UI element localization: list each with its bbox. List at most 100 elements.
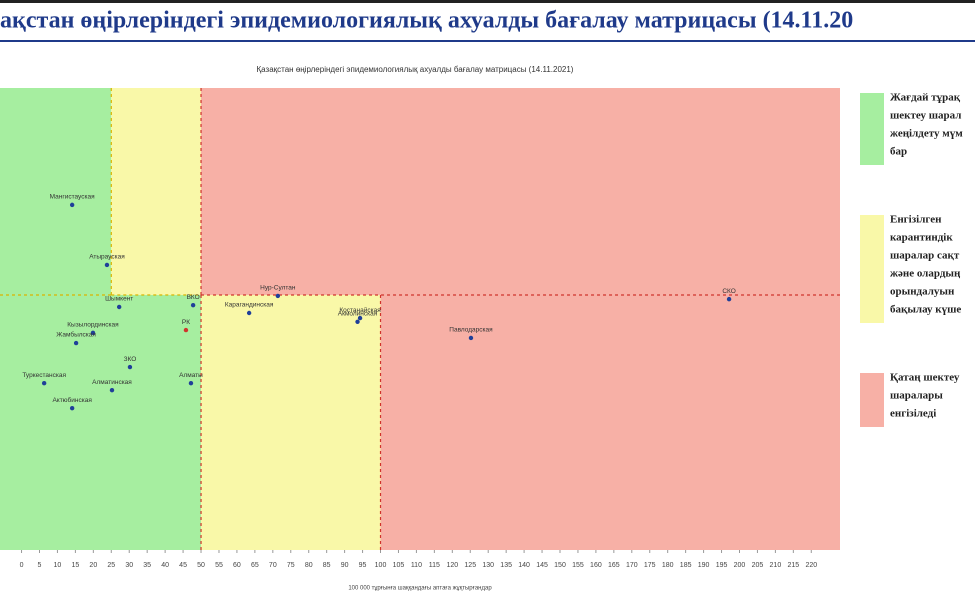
point-label: Кызылординская <box>67 322 119 329</box>
x-tick-label: 205 <box>752 562 764 569</box>
point-label: Алматы <box>179 372 203 379</box>
x-tick-label: 25 <box>107 562 115 569</box>
x-tick-label: 45 <box>179 562 187 569</box>
x-tick-label: 200 <box>734 562 746 569</box>
x-tick-label: 40 <box>161 562 169 569</box>
x-tick-label: 55 <box>215 562 223 569</box>
point-label: Шымкент <box>105 296 133 303</box>
point <box>275 293 281 299</box>
x-tick-label: 35 <box>143 562 151 569</box>
legend-text: бар <box>890 146 907 158</box>
point <box>190 302 196 308</box>
x-tick-label: 185 <box>680 562 692 569</box>
legend-text: шаралары <box>890 390 943 402</box>
x-tick-label: 145 <box>536 562 548 569</box>
legend-text: Жағдай тұрақ <box>890 92 961 104</box>
x-tick-label: 15 <box>71 562 79 569</box>
x-tick-label: 90 <box>341 562 349 569</box>
x-tick-label: 155 <box>572 562 584 569</box>
point <box>69 405 75 411</box>
point <box>109 387 115 393</box>
x-tick-label: 215 <box>787 562 799 569</box>
x-tick-label: 20 <box>89 562 97 569</box>
x-tick-label: 85 <box>323 562 331 569</box>
top-border <box>0 0 975 3</box>
legend-text: Енгізілген <box>890 214 942 226</box>
point <box>188 381 194 386</box>
point <box>116 304 122 310</box>
x-tick-label: 110 <box>411 562 422 569</box>
x-tick-label: 180 <box>662 562 674 569</box>
page-title: ақстан өңірлеріндегі эпидемиологиялық ах… <box>0 8 853 34</box>
x-tick-label: 115 <box>429 562 440 569</box>
x-tick-label: 220 <box>805 562 817 569</box>
x-tick-label: 190 <box>698 562 710 569</box>
point <box>246 310 252 316</box>
legend-text: орындалуын <box>890 286 955 298</box>
x-tick-label: 105 <box>393 562 405 569</box>
x-tick-label: 5 <box>38 562 42 569</box>
zone <box>201 88 840 295</box>
point-label: РК <box>182 319 190 326</box>
point-label: ВКО <box>187 294 200 301</box>
x-tick-label: 10 <box>54 562 62 569</box>
point-label: Нур-Султан <box>260 285 296 292</box>
legend-text: шаралар сақт <box>890 250 960 262</box>
x-tick-label: 210 <box>770 562 782 569</box>
legend-text: және олардың <box>890 268 961 280</box>
zone <box>111 88 202 295</box>
point <box>69 202 75 208</box>
x-tick-label: 160 <box>590 562 602 569</box>
point-label: Алматинская <box>92 379 132 386</box>
point-label: Павлодарская <box>449 327 493 334</box>
point <box>357 315 363 321</box>
point <box>127 364 133 370</box>
legend-swatch <box>860 215 884 323</box>
legend-text: шектеу шарал <box>890 110 961 122</box>
point <box>183 327 189 333</box>
zone <box>0 294 202 550</box>
legend-text: енгізіледі <box>890 408 936 420</box>
x-tick-label: 75 <box>287 562 295 569</box>
x-tick-label: 0 <box>20 562 24 569</box>
point <box>726 296 732 302</box>
x-tick-label: 120 <box>446 562 458 569</box>
x-tick-label: 165 <box>608 562 620 569</box>
legend-swatch <box>860 93 884 165</box>
x-tick-label: 50 <box>197 562 205 569</box>
zone <box>201 294 381 550</box>
x-axis-label: 100 000 тұрғынға шаққандағы аптаға жұқты… <box>348 586 492 592</box>
legend-text: бақылау күше <box>890 304 961 316</box>
point-label: Карагандинская <box>225 302 274 309</box>
x-tick-label: 95 <box>359 562 367 569</box>
x-tick-label: 60 <box>233 562 241 569</box>
point <box>104 262 110 268</box>
legend-text: жеңілдету мүм <box>890 128 963 140</box>
point-label: Актюбинская <box>52 396 92 404</box>
point-label: Мангистауская <box>50 194 95 201</box>
point-label: Атырауская <box>89 254 125 261</box>
chart-title: Қазақстан өңірлеріндегі эпидемиологиялық… <box>257 65 574 74</box>
x-tick-label: 30 <box>125 562 133 569</box>
x-tick-label: 135 <box>500 562 512 569</box>
x-tick-label: 65 <box>251 562 259 569</box>
x-tick-label: 175 <box>644 562 656 569</box>
x-tick-label: 140 <box>518 562 530 569</box>
point-label: Костанайская <box>339 306 381 314</box>
x-tick-label: 70 <box>269 562 277 569</box>
x-tick-label: 195 <box>716 562 728 569</box>
legend-swatch <box>860 373 884 427</box>
legend-text: карантиндік <box>890 232 953 244</box>
point <box>468 335 474 341</box>
x-tick-label: 80 <box>305 562 313 569</box>
point-label: Акмолинская <box>338 310 378 317</box>
point-label: Туркестанская <box>22 372 66 379</box>
zone <box>0 88 112 295</box>
point-label: СКО <box>722 288 735 295</box>
legend-text: Қатаң шектеу <box>890 372 960 384</box>
point <box>90 330 96 336</box>
zone <box>380 294 840 550</box>
x-tick-label: 150 <box>554 562 566 569</box>
x-tick-label: 130 <box>482 562 494 569</box>
